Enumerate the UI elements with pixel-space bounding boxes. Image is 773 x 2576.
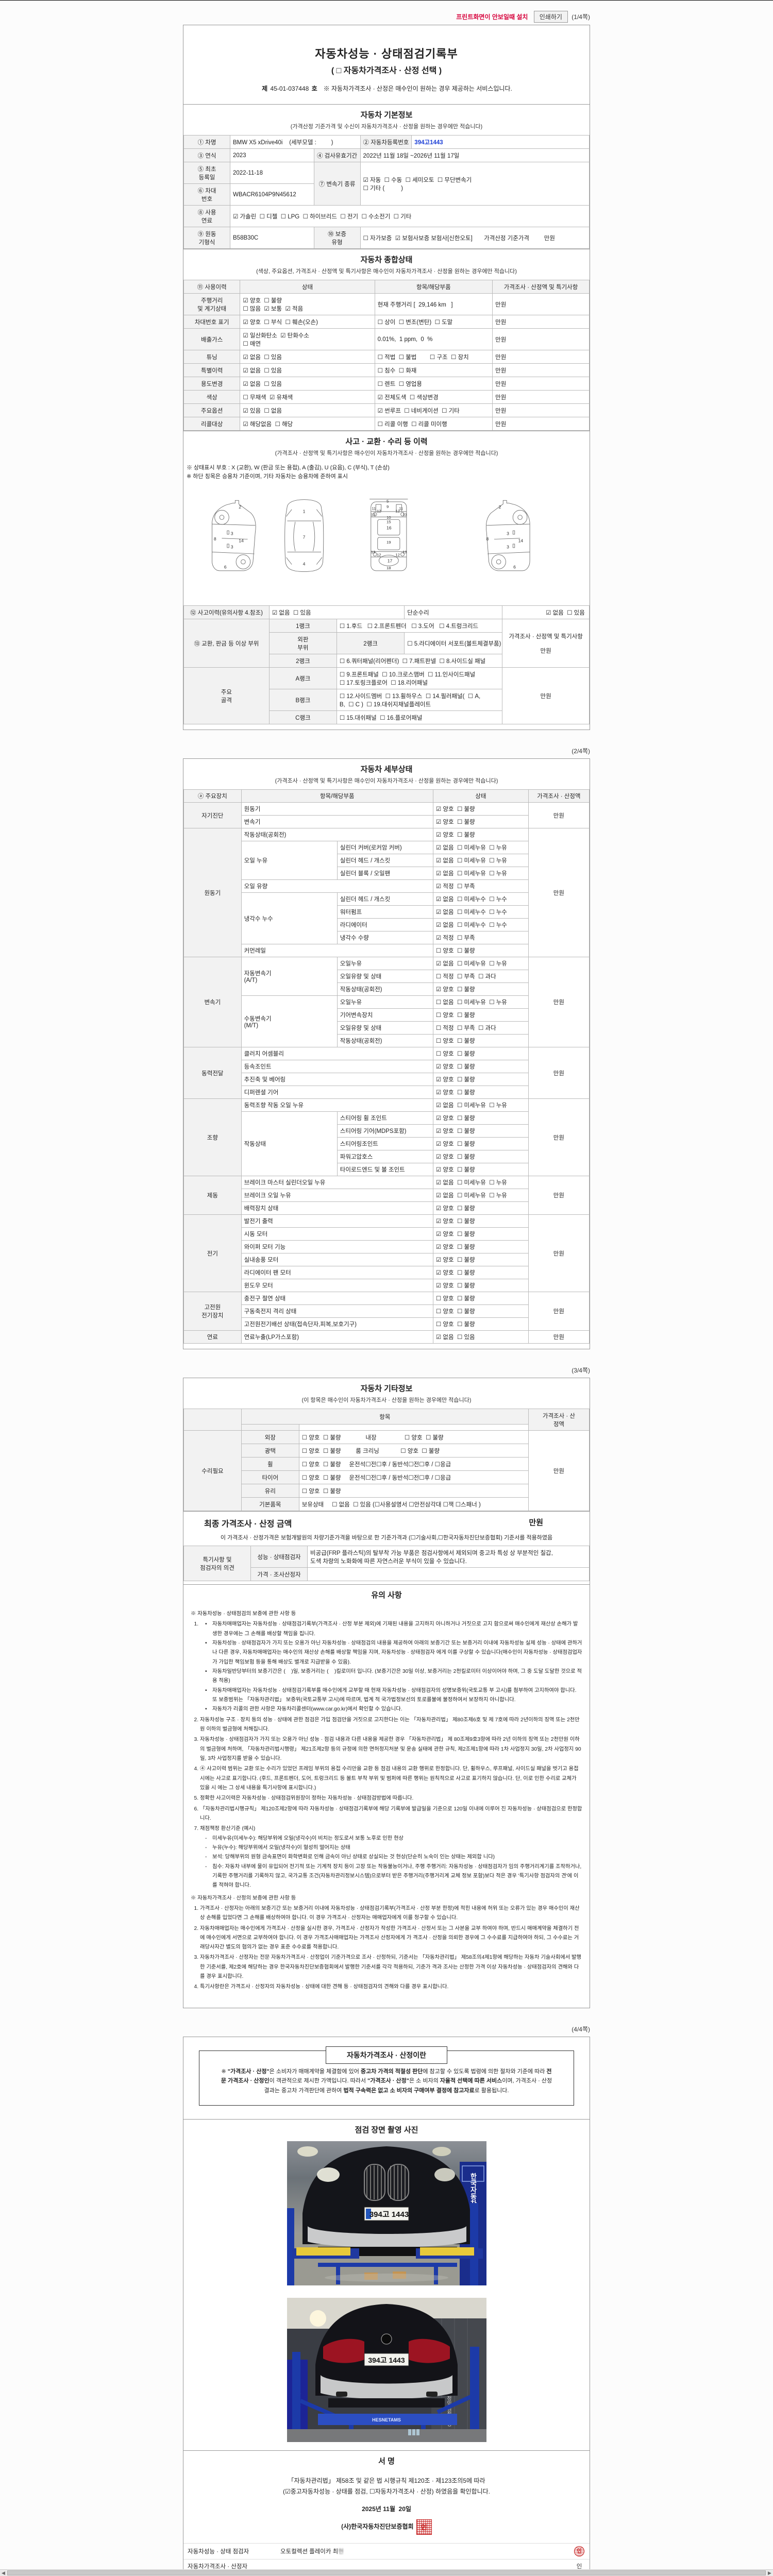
svg-text:8: 8 (486, 536, 489, 541)
svg-text:10: 10 (386, 515, 391, 520)
svg-text:HESNETAMS: HESNETAMS (372, 2417, 401, 2422)
svg-text:19: 19 (386, 540, 391, 545)
svg-text:8: 8 (214, 536, 216, 541)
svg-text:3: 3 (231, 531, 233, 536)
svg-text:4: 4 (303, 561, 306, 566)
svg-text:12: 12 (377, 509, 381, 514)
svg-text:11: 11 (372, 506, 376, 511)
svg-text:1: 1 (303, 509, 306, 514)
svg-text:6: 6 (513, 565, 516, 570)
svg-text:14: 14 (518, 538, 524, 544)
svg-text:12: 12 (395, 509, 400, 514)
svg-text:15: 15 (386, 519, 391, 524)
svg-text:9: 9 (386, 504, 389, 509)
svg-text:2: 2 (239, 504, 241, 510)
svg-text:7: 7 (303, 535, 306, 540)
svg-text:14: 14 (239, 538, 244, 544)
svg-text:5: 5 (386, 499, 389, 504)
svg-text:13: 13 (371, 513, 376, 517)
svg-text:6: 6 (224, 565, 227, 570)
svg-text:12: 12 (395, 552, 400, 557)
svg-text:16: 16 (386, 526, 392, 531)
svg-text:3: 3 (231, 545, 233, 550)
svg-text:394고 1443: 394고 1443 (369, 2210, 408, 2219)
svg-text:18: 18 (386, 566, 391, 570)
svg-text:13: 13 (371, 550, 376, 554)
svg-text:13: 13 (402, 513, 407, 517)
svg-text:3: 3 (507, 531, 509, 536)
svg-text:13: 13 (402, 550, 407, 554)
svg-text:12: 12 (377, 552, 381, 557)
svg-text:3: 3 (507, 545, 509, 550)
svg-text:394고 1443: 394고 1443 (368, 2356, 405, 2364)
svg-text:17: 17 (388, 558, 393, 563)
svg-text:2: 2 (499, 504, 501, 510)
